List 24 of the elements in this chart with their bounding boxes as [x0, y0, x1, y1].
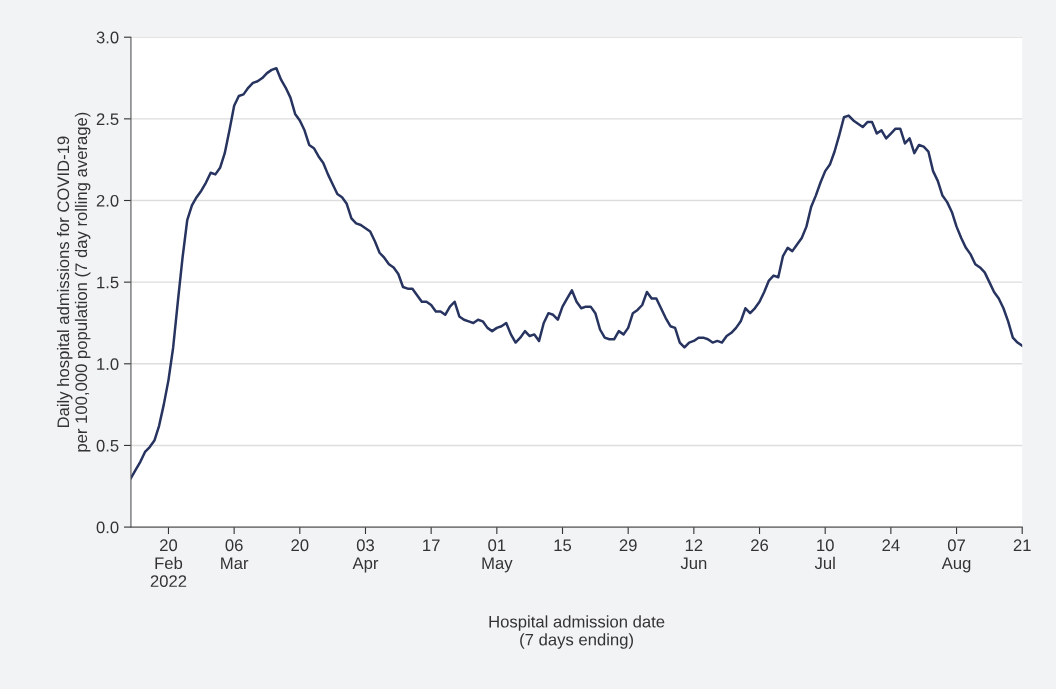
x-tick-label: 07 Aug: [941, 539, 971, 573]
y-tick-label: 1.5: [97, 276, 119, 289]
y-tick-label: 0.0: [96, 521, 119, 534]
line-series: [130, 66, 1023, 480]
x-tick-label: 15: [554, 539, 572, 552]
x-tick-label: 20: [291, 539, 309, 552]
x-tick-label: 26: [751, 539, 769, 552]
y-tick-label: 0.5: [96, 439, 119, 452]
y-axis-title: Daily hospital admissions for COVID-19 per 100,000 population (7 day rolling average): [56, 112, 91, 452]
y-tick-label: 1.0: [97, 358, 119, 370]
x-tick-label: 10 Jul: [814, 539, 835, 570]
x-tick-label: 21: [1013, 539, 1031, 551]
x-tick-label: 20 Feb 2022: [150, 539, 187, 588]
x-tick-label: 29: [619, 539, 637, 552]
x-tick-label: 03 Apr: [352, 539, 379, 573]
x-tick-label: 01 May: [482, 539, 513, 573]
y-tick-label: 3.0: [96, 31, 119, 44]
y-tick-label: 2.0: [96, 194, 119, 207]
x-tick-label: 17: [423, 539, 440, 551]
y-tick-label: 2.5: [96, 113, 119, 126]
x-axis-title: Hospital admission date (7 days ending): [489, 615, 665, 649]
x-tick-label: 12 Jun: [680, 539, 707, 570]
x-tick-label: 24: [882, 539, 900, 551]
x-tick-label: 06 Mar: [221, 539, 249, 570]
